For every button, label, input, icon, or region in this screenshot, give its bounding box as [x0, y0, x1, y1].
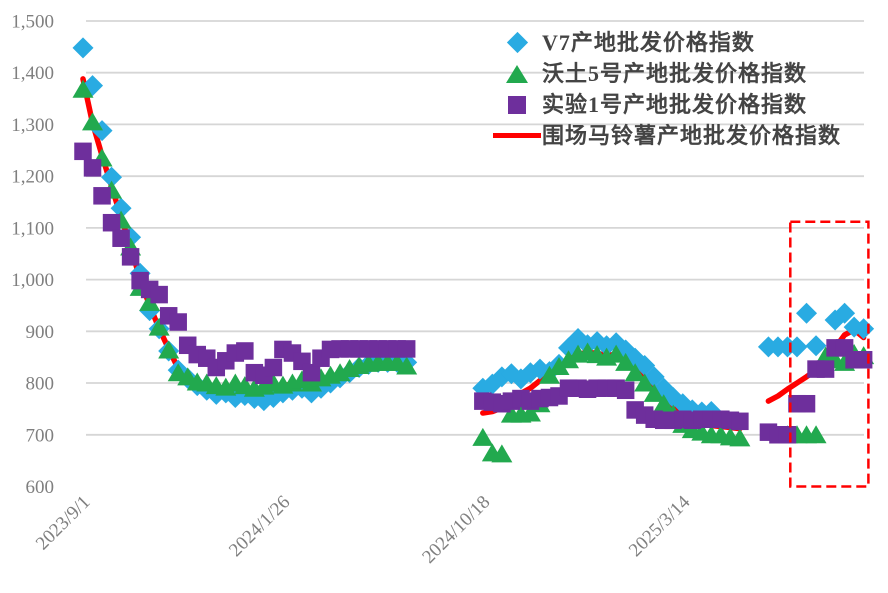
svg-text:1,000: 1,000: [11, 270, 54, 291]
svg-text:2023/9/1: 2023/9/1: [32, 492, 95, 555]
legend-marker-shiyan1: [492, 95, 542, 114]
svg-text:600: 600: [26, 477, 55, 498]
svg-text:700: 700: [26, 425, 55, 446]
legend-label-v7: V7产地批发价格指数: [542, 29, 755, 55]
legend-label-shiyan1: 实验1号产地批发价格指数: [542, 91, 808, 117]
y-axis-labels: 600 700 800 900 1,000 1,100 1,200 1,300 1,400 1,5…: [11, 12, 54, 499]
series-shiyan1: [74, 142, 873, 444]
svg-text:1,500: 1,500: [11, 12, 54, 33]
svg-text:1,300: 1,300: [11, 115, 54, 136]
legend-marker-weichang: [492, 133, 542, 138]
svg-text:800: 800: [26, 374, 55, 395]
svg-text:2024/10/18: 2024/10/18: [418, 492, 494, 568]
legend-item-shiyan1: 实验1号产地批发价格指数: [492, 89, 841, 120]
svg-text:900: 900: [26, 322, 55, 343]
legend-item-v7: V7产地批发价格指数: [492, 27, 841, 58]
triangle-icon: [506, 64, 528, 83]
line-icon: [493, 133, 541, 138]
legend-label-wotu5: 沃土5号产地批发价格指数: [542, 60, 808, 86]
legend-item-weichang: 围场马铃薯产地批发价格指数: [492, 120, 841, 151]
diamond-icon: [506, 31, 528, 54]
svg-text:1,200: 1,200: [11, 167, 54, 188]
square-icon: [508, 95, 526, 114]
svg-text:2025/3/14: 2025/3/14: [625, 491, 695, 561]
chart-legend: V7产地批发价格指数 沃土5号产地批发价格指数 实验1号产地批发价格指数 围场马…: [492, 27, 841, 151]
legend-marker-wotu5: [492, 64, 542, 83]
legend-item-wotu5: 沃土5号产地批发价格指数: [492, 58, 841, 89]
highlight-box: [789, 220, 870, 488]
svg-text:2024/1/26: 2024/1/26: [225, 492, 294, 561]
svg-text:1,100: 1,100: [11, 218, 54, 239]
legend-marker-v7: [492, 31, 542, 54]
svg-text:1,400: 1,400: [11, 63, 54, 84]
legend-label-weichang: 围场马铃薯产地批发价格指数: [542, 122, 842, 148]
x-axis-labels: 2023/9/1 2024/1/26 2024/10/18 2025/3/14: [32, 491, 695, 567]
